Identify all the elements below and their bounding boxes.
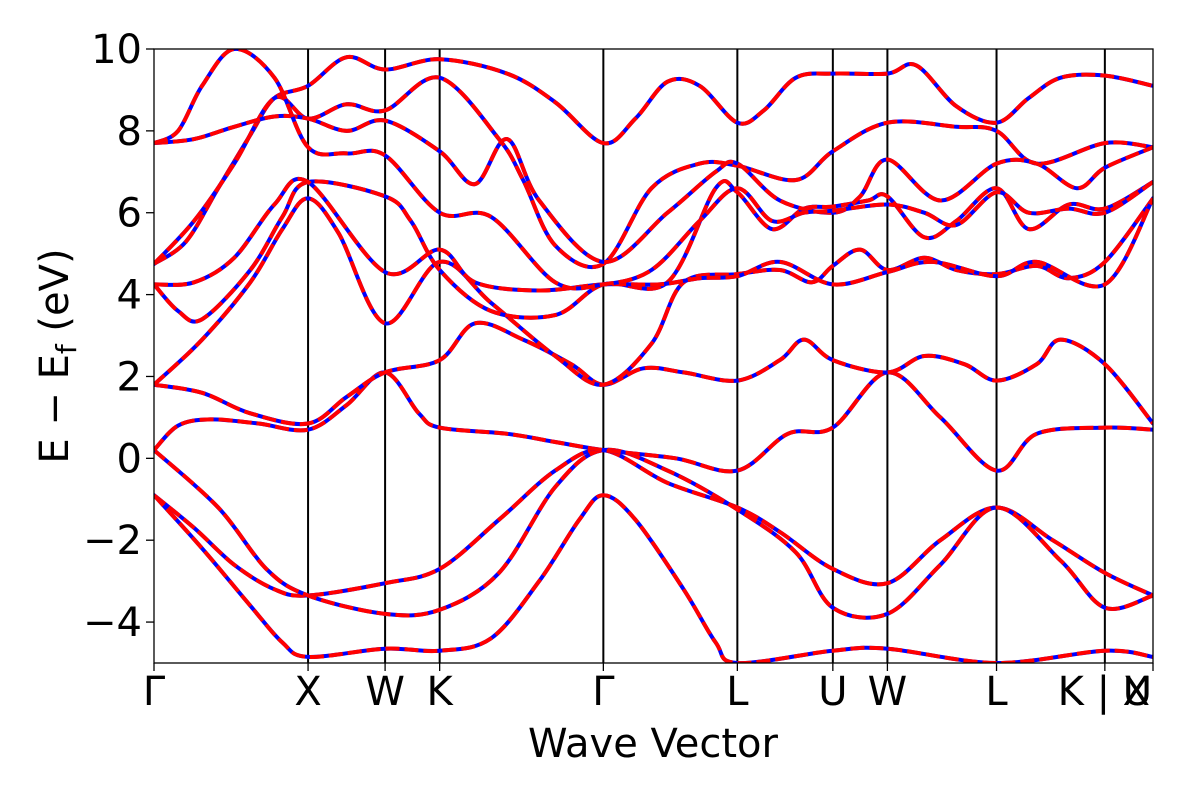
band-line-dashed-3 [154, 370, 1153, 474]
y-tick-label: 6 [117, 191, 142, 237]
y-axis-ticks: 10 8 6 4 2 0 −2 −4 [83, 27, 154, 646]
band-line-dashed-1 [154, 493, 1153, 663]
y-axis-title-unit: (eV) [32, 248, 78, 344]
y-tick-label: −2 [83, 518, 142, 564]
y-tick-label: −4 [83, 600, 142, 646]
band-lines [154, 49, 1153, 663]
x-tick-label: X [1123, 669, 1150, 715]
x-tick-label: X [294, 669, 321, 715]
y-tick-label: 2 [117, 354, 142, 400]
y-tick-label: 4 [117, 273, 142, 319]
x-tick-label: W [868, 669, 908, 715]
x-tick-label: L [985, 669, 1008, 715]
x-tick-label: Γ [592, 669, 615, 715]
band-line-dashed-4 [154, 320, 1153, 427]
x-tick-label: U [818, 669, 847, 715]
band-line-dashed-2 [154, 447, 1153, 620]
band-line-dashed-7 [154, 177, 1153, 293]
band-line-dashed-11 [154, 49, 1153, 291]
y-axis-title-main: E − E [32, 354, 78, 464]
y-tick-label: 8 [117, 109, 142, 155]
y-axis-title: E − Ef (eV) [32, 248, 83, 463]
plot-frame [153, 48, 1154, 664]
x-tick-label: W [365, 669, 405, 715]
band-line-dashed-9 [154, 75, 1153, 270]
x-tick-label: Γ [143, 669, 166, 715]
y-axis-title-subscript: f [50, 343, 83, 354]
x-axis-title: Wave Vector [528, 721, 779, 767]
band-line-dashed-6 [154, 179, 1153, 324]
x-tick-label: L [726, 669, 749, 715]
band-line-dashed-10 [154, 113, 1153, 264]
x-tick-label: K | U [1058, 669, 1152, 715]
y-tick-label: 0 [117, 436, 142, 482]
x-tick-label: K [427, 669, 455, 715]
y-tick-label: 10 [91, 27, 142, 73]
